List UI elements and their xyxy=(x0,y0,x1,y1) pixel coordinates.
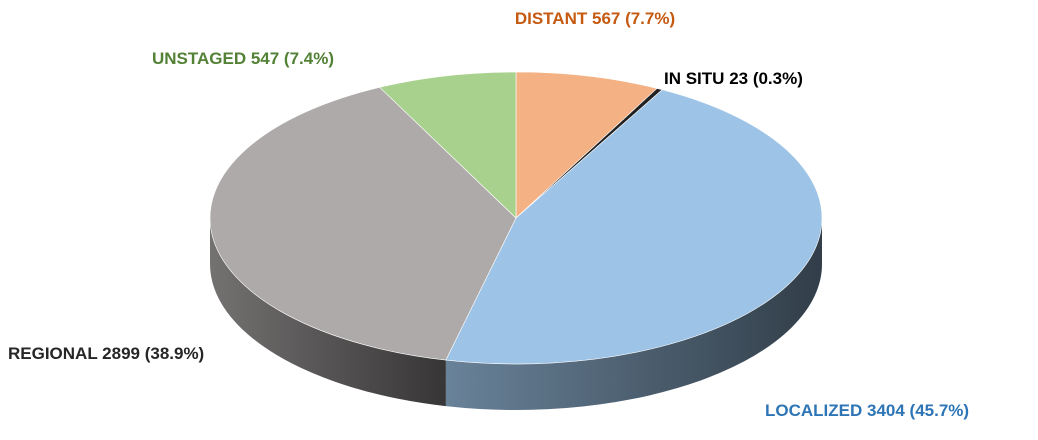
slice-label-value: 2899 (38.9%) xyxy=(102,344,204,363)
slice-label-value: 23 (0.3%) xyxy=(729,69,803,88)
slice-label-value: 567 (7.7%) xyxy=(592,9,675,28)
slice-label: LOCALIZED 3404 (45.7%) xyxy=(765,401,969,420)
slice-label-name: UNSTAGED xyxy=(152,49,246,68)
slice-label-value: 3404 (45.7%) xyxy=(867,401,969,420)
slice-label-value: 547 (7.4%) xyxy=(251,49,334,68)
slice-label: REGIONAL 2899 (38.9%) xyxy=(8,344,204,363)
slice-label-name: LOCALIZED xyxy=(765,401,862,420)
slice xyxy=(209,86,517,361)
slice-label-name: DISTANT xyxy=(515,9,588,28)
slice-label-name: IN SITU xyxy=(664,69,724,88)
slice xyxy=(445,89,823,365)
slice-label: DISTANT 567 (7.7%) xyxy=(515,9,675,28)
slice xyxy=(515,71,658,219)
slice-side-shade xyxy=(210,218,446,407)
slice-label: IN SITU 23 (0.3%) xyxy=(664,69,803,88)
slice-label: UNSTAGED 547 (7.4%) xyxy=(152,49,334,68)
slice-label-name: REGIONAL xyxy=(8,344,97,363)
slice-side-shade xyxy=(445,218,822,410)
slice xyxy=(379,71,517,219)
